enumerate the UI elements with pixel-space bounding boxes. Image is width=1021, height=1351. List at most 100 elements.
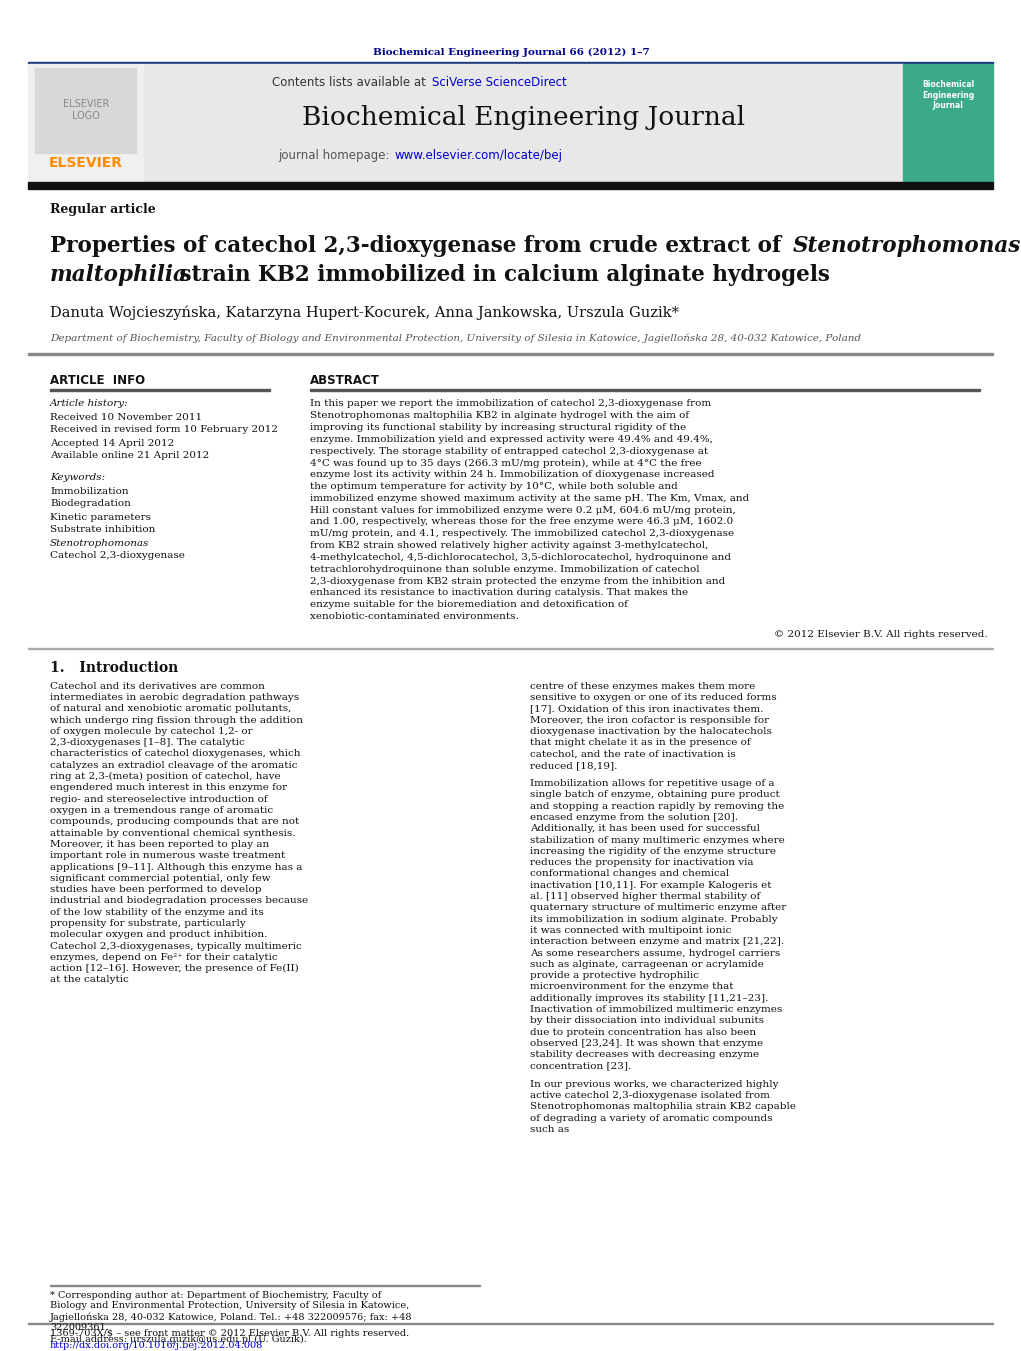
Text: 4°C was found up to 35 days (266.3 mU/mg protein), while at 4°C the free: 4°C was found up to 35 days (266.3 mU/mg… <box>310 458 701 467</box>
Text: Kinetic parameters: Kinetic parameters <box>50 512 151 521</box>
Text: Article history:: Article history: <box>50 400 129 408</box>
Text: intermediates in aerobic degradation pathways: intermediates in aerobic degradation pat… <box>50 693 299 703</box>
Text: Accepted 14 April 2012: Accepted 14 April 2012 <box>50 439 175 447</box>
Text: of degrading a variety of aromatic compounds: of degrading a variety of aromatic compo… <box>530 1113 773 1123</box>
Text: improving its functional stability by increasing structural rigidity of the: improving its functional stability by in… <box>310 423 686 432</box>
Text: mU/mg protein, and 4.1, respectively. The immobilized catechol 2,3-dioxygenase: mU/mg protein, and 4.1, respectively. Th… <box>310 530 734 538</box>
Text: ELSEVIER
LOGO: ELSEVIER LOGO <box>63 99 109 120</box>
Text: Catechol 2,3-dioxygenases, typically multimeric: Catechol 2,3-dioxygenases, typically mul… <box>50 942 302 951</box>
Text: propensity for substrate, particularly: propensity for substrate, particularly <box>50 919 246 928</box>
Text: enzyme suitable for the bioremediation and detoxification of: enzyme suitable for the bioremediation a… <box>310 600 628 609</box>
Text: Immobilization: Immobilization <box>50 486 129 496</box>
Text: stabilization of many multimeric enzymes where: stabilization of many multimeric enzymes… <box>530 836 785 844</box>
Text: increasing the rigidity of the enzyme structure: increasing the rigidity of the enzyme st… <box>530 847 776 857</box>
Text: www.elsevier.com/locate/bej: www.elsevier.com/locate/bej <box>394 149 562 162</box>
Text: strain KB2 immobilized in calcium alginate hydrogels: strain KB2 immobilized in calcium algina… <box>172 263 830 286</box>
Text: inactivation [10,11]. For example Kalogeris et: inactivation [10,11]. For example Kaloge… <box>530 881 772 890</box>
Text: additionally improves its stability [11,21–23].: additionally improves its stability [11,… <box>530 994 769 1002</box>
Text: Received 10 November 2011: Received 10 November 2011 <box>50 412 202 422</box>
Text: at the catalytic: at the catalytic <box>50 975 129 985</box>
Text: of natural and xenobiotic aromatic pollutants,: of natural and xenobiotic aromatic pollu… <box>50 704 291 713</box>
Text: Inactivation of immobilized multimeric enzymes: Inactivation of immobilized multimeric e… <box>530 1005 782 1015</box>
Text: Keywords:: Keywords: <box>50 473 105 482</box>
Text: enzyme lost its activity within 24 h. Immobilization of dioxygenase increased: enzyme lost its activity within 24 h. Im… <box>310 470 715 480</box>
Text: ABSTRACT: ABSTRACT <box>310 373 380 386</box>
Text: Stenotrophomonas: Stenotrophomonas <box>793 235 1021 257</box>
Text: compounds, producing compounds that are not: compounds, producing compounds that are … <box>50 817 299 827</box>
Text: reduced [18,19].: reduced [18,19]. <box>530 761 618 770</box>
Text: 1369-703X/$ – see front matter © 2012 Elsevier B.V. All rights reserved.: 1369-703X/$ – see front matter © 2012 El… <box>50 1329 409 1339</box>
Bar <box>50 389 270 390</box>
Text: Hill constant values for immobilized enzyme were 0.2 μM, 604.6 mU/mg protein,: Hill constant values for immobilized enz… <box>310 505 736 515</box>
Text: reduces the propensity for inactivation via: reduces the propensity for inactivation … <box>530 858 753 867</box>
Text: xenobiotic-contaminated environments.: xenobiotic-contaminated environments. <box>310 612 519 621</box>
Text: Additionally, it has been used for successful: Additionally, it has been used for succe… <box>530 824 760 834</box>
Text: Received in revised form 10 February 2012: Received in revised form 10 February 201… <box>50 426 278 435</box>
Bar <box>28 62 993 63</box>
Text: due to protein concentration has also been: due to protein concentration has also be… <box>530 1028 757 1036</box>
Text: [17]. Oxidation of this iron inactivates them.: [17]. Oxidation of this iron inactivates… <box>530 704 764 713</box>
Text: SciVerse ScienceDirect: SciVerse ScienceDirect <box>432 76 567 89</box>
Text: characteristics of catechol dioxygenases, which: characteristics of catechol dioxygenases… <box>50 750 300 758</box>
Text: Jagiellońska 28, 40-032 Katowice, Poland. Tel.: +48 322009576; fax: +48: Jagiellońska 28, 40-032 Katowice, Poland… <box>50 1312 412 1321</box>
Text: studies have been performed to develop: studies have been performed to develop <box>50 885 261 894</box>
Text: conformational changes and chemical: conformational changes and chemical <box>530 870 729 878</box>
Text: * Corresponding author at: Department of Biochemistry, Faculty of: * Corresponding author at: Department of… <box>50 1290 381 1300</box>
Text: Contents lists available at: Contents lists available at <box>273 76 430 89</box>
Text: attainable by conventional chemical synthesis.: attainable by conventional chemical synt… <box>50 828 295 838</box>
Text: E-mail address: urszula.guzik@us.edu.pl (U. Guzik).: E-mail address: urszula.guzik@us.edu.pl … <box>50 1335 307 1343</box>
Text: immobilized enzyme showed maximum activity at the same pH. The Km, Vmax, and: immobilized enzyme showed maximum activi… <box>310 494 749 503</box>
Text: single batch of enzyme, obtaining pure product: single batch of enzyme, obtaining pure p… <box>530 790 780 800</box>
Text: provide a protective hydrophilic: provide a protective hydrophilic <box>530 971 699 981</box>
Text: Biodegradation: Biodegradation <box>50 500 131 508</box>
Text: of the low stability of the enzyme and its: of the low stability of the enzyme and i… <box>50 908 263 917</box>
Text: sensitive to oxygen or one of its reduced forms: sensitive to oxygen or one of its reduce… <box>530 693 777 703</box>
Text: Regular article: Regular article <box>50 204 156 216</box>
Text: significant commercial potential, only few: significant commercial potential, only f… <box>50 874 271 882</box>
Text: oxygen in a tremendous range of aromatic: oxygen in a tremendous range of aromatic <box>50 807 274 815</box>
Text: by their dissociation into individual subunits: by their dissociation into individual su… <box>530 1016 764 1025</box>
Text: Department of Biochemistry, Faculty of Biology and Environmental Protection, Uni: Department of Biochemistry, Faculty of B… <box>50 334 861 343</box>
Text: the optimum temperature for activity by 10°C, while both soluble and: the optimum temperature for activity by … <box>310 482 678 492</box>
Bar <box>28 182 993 189</box>
Text: such as: such as <box>530 1125 570 1133</box>
Text: industrial and biodegradation processes because: industrial and biodegradation processes … <box>50 897 308 905</box>
Text: molecular oxygen and product inhibition.: molecular oxygen and product inhibition. <box>50 931 268 939</box>
Text: action [12–16]. However, the presence of Fe(II): action [12–16]. However, the presence of… <box>50 965 299 973</box>
Bar <box>310 389 980 390</box>
Bar <box>28 353 993 354</box>
Text: interaction between enzyme and matrix [21,22].: interaction between enzyme and matrix [2… <box>530 938 784 946</box>
Text: observed [23,24]. It was shown that enzyme: observed [23,24]. It was shown that enzy… <box>530 1039 763 1048</box>
Text: Properties of catechol 2,3-dioxygenase from crude extract of: Properties of catechol 2,3-dioxygenase f… <box>50 235 789 257</box>
Text: Moreover, it has been reported to play an: Moreover, it has been reported to play a… <box>50 840 270 848</box>
Bar <box>35 68 136 153</box>
Text: Danuta Wojcieszyńska, Katarzyna Hupert-Kocurek, Anna Jankowska, Urszula Guzik*: Danuta Wojcieszyńska, Katarzyna Hupert-K… <box>50 305 679 320</box>
Text: quaternary structure of multimeric enzyme after: quaternary structure of multimeric enzym… <box>530 904 786 912</box>
Text: 322009361.: 322009361. <box>50 1324 109 1332</box>
Text: http://dx.doi.org/10.1016/j.bej.2012.04.008: http://dx.doi.org/10.1016/j.bej.2012.04.… <box>50 1342 263 1351</box>
Text: tetrachlorohydroquinone than soluble enzyme. Immobilization of catechol: tetrachlorohydroquinone than soluble enz… <box>310 565 699 574</box>
Text: regio- and stereoselective introduction of: regio- and stereoselective introduction … <box>50 794 268 804</box>
Text: Stenotrophomonas maltophilia strain KB2 capable: Stenotrophomonas maltophilia strain KB2 … <box>530 1102 796 1112</box>
Text: 4-methylcatechol, 4,5-dichlorocatechol, 3,5-dichlorocatechol, hydroquinone and: 4-methylcatechol, 4,5-dichlorocatechol, … <box>310 553 731 562</box>
Text: Immobilization allows for repetitive usage of a: Immobilization allows for repetitive usa… <box>530 780 775 788</box>
Text: In this paper we report the immobilization of catechol 2,3-dioxygenase from: In this paper we report the immobilizati… <box>310 400 711 408</box>
Text: from KB2 strain showed relatively higher activity against 3-methylcatechol,: from KB2 strain showed relatively higher… <box>310 542 709 550</box>
Text: catalyzes an extradiol cleavage of the aromatic: catalyzes an extradiol cleavage of the a… <box>50 761 297 770</box>
Text: microenvironment for the enzyme that: microenvironment for the enzyme that <box>530 982 733 992</box>
Text: that might chelate it as in the presence of: that might chelate it as in the presence… <box>530 738 750 747</box>
Text: catechol, and the rate of inactivation is: catechol, and the rate of inactivation i… <box>530 750 736 758</box>
Text: applications [9–11]. Although this enzyme has a: applications [9–11]. Although this enzym… <box>50 862 302 871</box>
Text: journal homepage:: journal homepage: <box>279 149 390 162</box>
Text: Biochemical Engineering Journal: Biochemical Engineering Journal <box>301 105 744 131</box>
Text: and 1.00, respectively, whereas those for the free enzyme were 46.3 μM, 1602.0: and 1.00, respectively, whereas those fo… <box>310 517 733 527</box>
Text: enhanced its resistance to inactivation during catalysis. That makes the: enhanced its resistance to inactivation … <box>310 588 688 597</box>
Text: 1.   Introduction: 1. Introduction <box>50 661 179 676</box>
Text: encased enzyme from the solution [20].: encased enzyme from the solution [20]. <box>530 813 738 821</box>
Text: stability decreases with decreasing enzyme: stability decreases with decreasing enzy… <box>530 1050 760 1059</box>
Text: its immobilization in sodium alginate. Probably: its immobilization in sodium alginate. P… <box>530 915 778 924</box>
Text: Substrate inhibition: Substrate inhibition <box>50 526 155 535</box>
Text: engendered much interest in this enzyme for: engendered much interest in this enzyme … <box>50 784 287 793</box>
Text: ARTICLE  INFO: ARTICLE INFO <box>50 373 145 386</box>
Text: which undergo ring fission through the addition: which undergo ring fission through the a… <box>50 716 303 724</box>
